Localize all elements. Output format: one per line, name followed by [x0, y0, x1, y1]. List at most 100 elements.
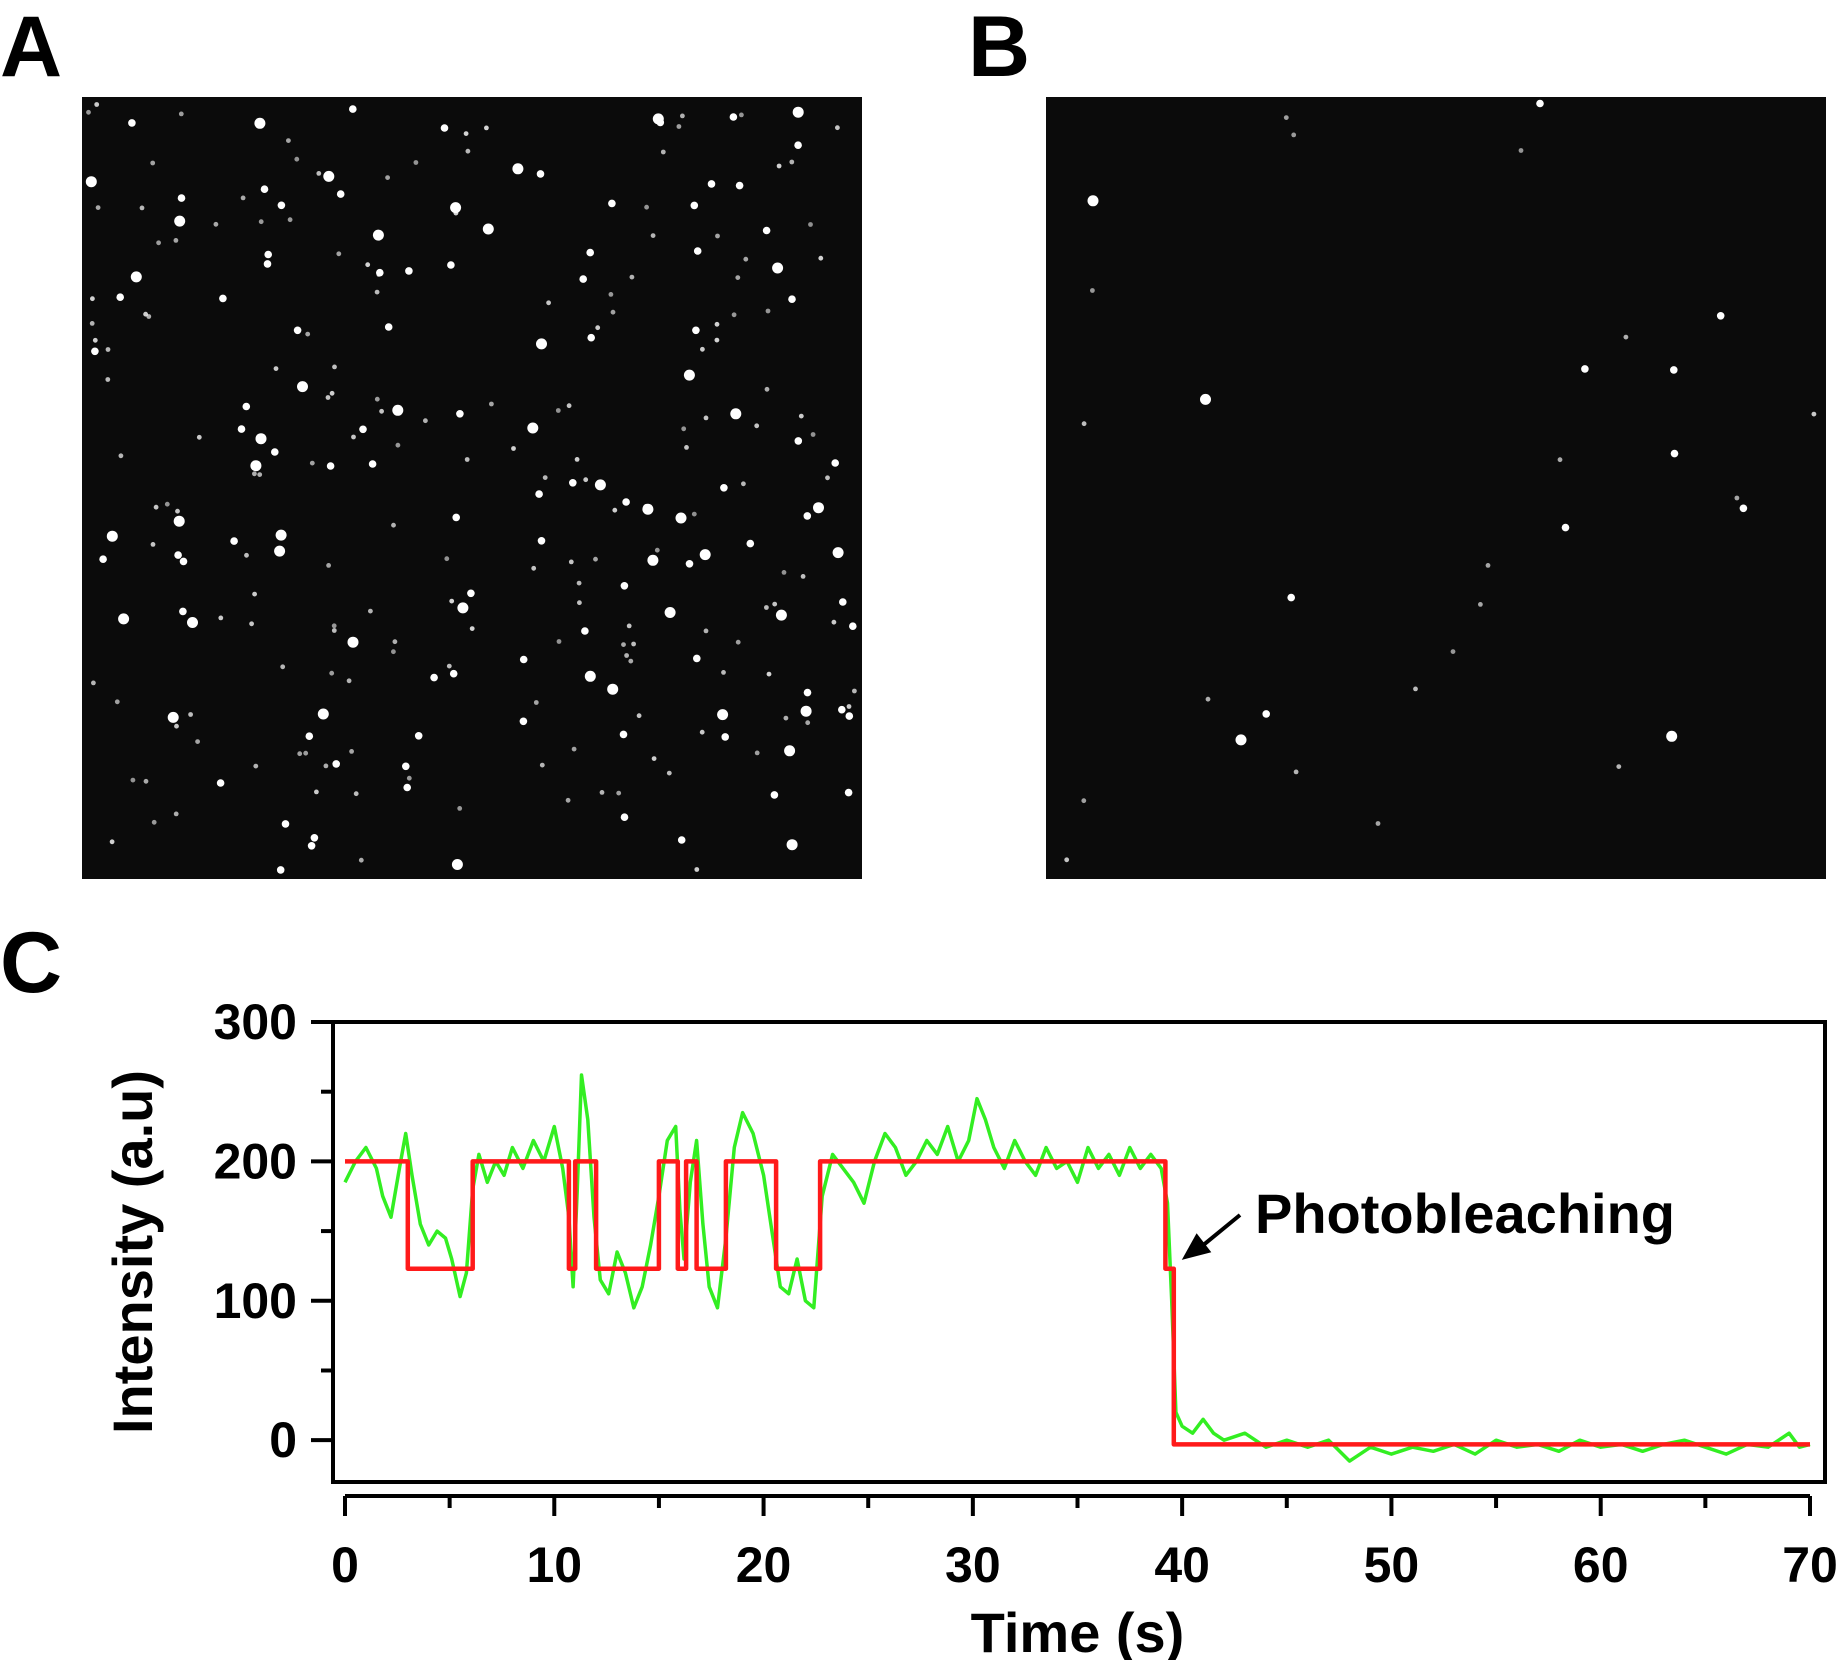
- fluorescent-spot: [326, 462, 335, 470]
- fluorescent-spot: [174, 551, 182, 559]
- fluorescent-spot: [735, 181, 744, 190]
- fluorescent-spot: [1581, 365, 1589, 373]
- fluorescent-spot: [729, 113, 738, 121]
- fluorescent-spot: [1811, 411, 1817, 417]
- annotation-arrowhead: [1181, 1233, 1212, 1260]
- fluorescent-spot: [323, 170, 335, 182]
- fluorescent-spot: [391, 522, 396, 528]
- fluorescent-spot: [280, 664, 286, 670]
- fluorescent-spot: [465, 148, 471, 154]
- fluorescent-spot: [347, 636, 359, 648]
- fluorescent-spot: [274, 545, 286, 557]
- fluorescent-spot: [167, 711, 179, 723]
- fluorescent-spot: [271, 448, 279, 456]
- fluorescent-spot: [1283, 115, 1289, 120]
- fluorescent-spot: [469, 626, 475, 631]
- fluorescent-spot: [555, 408, 561, 413]
- fluorescent-spot: [179, 557, 188, 566]
- fluorescent-spot: [731, 312, 737, 318]
- fluorescent-spot: [297, 381, 308, 393]
- fluorescent-spot: [519, 655, 528, 664]
- fluorescent-spot: [1485, 563, 1491, 568]
- fluorescent-spot: [85, 176, 97, 188]
- fluorescent-spot: [735, 275, 741, 280]
- fluorescent-spot: [1557, 457, 1563, 463]
- fluorescent-spot: [803, 688, 812, 697]
- fluorescent-spot: [788, 295, 796, 303]
- fluorescent-spot: [1734, 495, 1740, 501]
- fluorescent-spot: [305, 732, 314, 740]
- fluorescent-spot: [764, 605, 769, 610]
- fluorescent-spot: [574, 457, 580, 462]
- fluorescent-spot: [587, 333, 595, 342]
- fluorescent-spot: [368, 460, 377, 468]
- fluorescent-spot: [685, 560, 694, 568]
- micrograph-b: [1046, 97, 1826, 879]
- fluorescent-spot: [1090, 288, 1095, 293]
- fluorescent-spot: [89, 321, 95, 326]
- fluorescent-spot: [1623, 334, 1629, 340]
- fluorescent-spot: [1262, 710, 1270, 718]
- fluorescent-spot: [346, 678, 352, 684]
- fluorescent-spot: [694, 867, 700, 872]
- fluorescent-spot: [173, 238, 179, 243]
- fluorescent-spot: [527, 422, 539, 434]
- fluorescent-spot: [482, 223, 494, 235]
- plot-frame: [331, 1020, 1827, 1484]
- fluorescent-spot: [743, 256, 749, 262]
- fluorescent-spot: [770, 791, 779, 799]
- fluorescent-spot: [253, 763, 259, 769]
- fluorescent-spot: [309, 460, 315, 466]
- fluorescent-spot: [252, 471, 257, 477]
- fluorescent-spot: [776, 163, 782, 169]
- fluorescent-spot: [783, 715, 789, 721]
- fluorescent-spot: [174, 723, 179, 729]
- fluorescent-spot: [332, 760, 340, 768]
- fluorescent-spot: [451, 859, 463, 870]
- fluorescent-spot: [353, 791, 359, 797]
- fluorescent-spot: [230, 537, 238, 545]
- fluorescent-spot: [316, 171, 322, 176]
- fluorescent-spot: [449, 669, 458, 678]
- fluorescent-spot: [406, 775, 412, 781]
- fluorescent-spot: [332, 364, 337, 370]
- fluorescent-spot: [607, 683, 619, 695]
- fluorescent-spot: [619, 730, 628, 739]
- fluorescent-spot: [325, 395, 331, 400]
- fluorescent-spot: [240, 195, 246, 201]
- fluorescent-spot: [707, 180, 716, 188]
- fluorescent-spot: [423, 418, 428, 424]
- fluorescent-spot: [175, 508, 180, 514]
- fluorescent-spot: [762, 226, 771, 235]
- fluorescent-spot: [164, 501, 170, 507]
- fluorescent-spot: [196, 434, 202, 440]
- x-axis-title: Time (s): [971, 1601, 1185, 1660]
- x-tick-label: 50: [1364, 1537, 1420, 1593]
- fluorescent-spot: [1205, 696, 1211, 702]
- fluorescent-spot: [329, 670, 335, 676]
- fluorescent-spot: [666, 770, 672, 776]
- panel-label-c: C: [0, 915, 63, 1011]
- fluorescent-spot: [219, 294, 227, 303]
- y-tick-label: 200: [214, 1133, 297, 1189]
- fluorescent-spot: [150, 160, 156, 166]
- fluorescent-spot: [781, 570, 787, 575]
- fluorescent-spot: [130, 271, 142, 283]
- fluorescent-spot: [305, 331, 311, 337]
- fluorescent-spot: [537, 537, 546, 545]
- fluorescent-spot: [244, 552, 249, 558]
- fluorescent-spot: [1739, 504, 1748, 513]
- fluorescent-spot: [693, 654, 701, 663]
- fluorescent-spot: [1293, 769, 1299, 775]
- fluorescent-spot: [1081, 421, 1087, 427]
- fluorescent-spot: [714, 337, 720, 343]
- fluorescent-spot: [703, 415, 709, 421]
- fluorescent-spot: [831, 619, 837, 625]
- fluorescent-spot: [216, 779, 225, 787]
- fluorescent-spot: [845, 712, 854, 720]
- fluorescent-spot: [579, 275, 587, 283]
- fluorescent-spot: [624, 653, 629, 658]
- fluorescent-spot: [109, 839, 115, 845]
- fluorescent-spot: [276, 866, 285, 874]
- fluorescent-spot: [693, 247, 702, 255]
